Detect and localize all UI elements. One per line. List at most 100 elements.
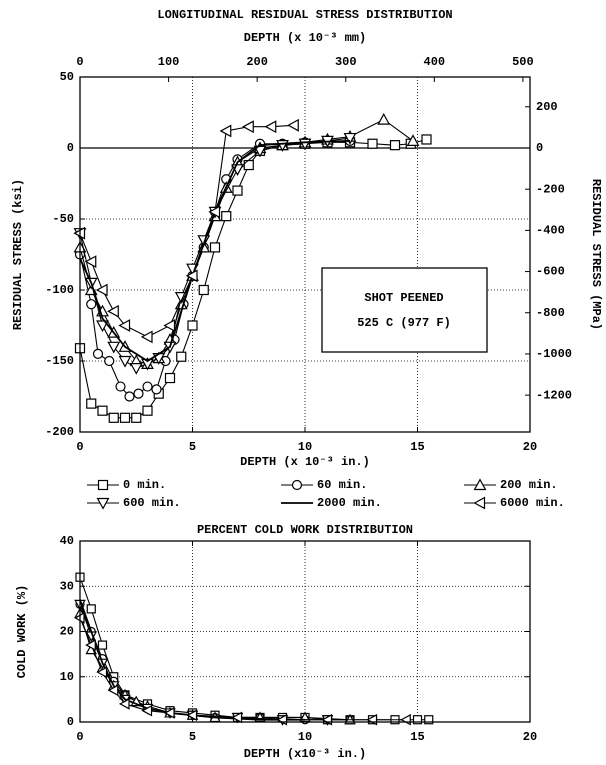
marker-square [421, 134, 432, 145]
series-line [79, 140, 351, 363]
y2-tick-label: -1200 [536, 388, 572, 402]
marker-square [86, 604, 96, 614]
marker-triangle-down [129, 363, 143, 375]
marker-triangle-left [264, 120, 277, 134]
marker-square [221, 211, 232, 222]
marker-triangle-left [208, 205, 221, 219]
x-tick-label: 0 [76, 440, 83, 454]
marker-triangle-down [96, 320, 109, 333]
marker-triangle-left [231, 711, 243, 724]
marker-square [97, 479, 109, 491]
plot-frame [79, 76, 531, 433]
marker-square [209, 242, 221, 253]
plot-frame [79, 540, 531, 723]
marker-triangle-left [107, 304, 119, 318]
legend-label: 200 min. [500, 478, 558, 492]
y-tick-label: 30 [60, 579, 74, 593]
y-axis-label: COLD WORK (%) [15, 585, 29, 679]
x-tick-label: 15 [410, 440, 424, 454]
annotation-box [321, 267, 488, 353]
y2-tick-label: 200 [536, 100, 558, 114]
annotation: 525 C (977 F) [357, 316, 451, 330]
marker-circle [104, 355, 115, 367]
x2-axis-label: DEPTH (x 10⁻³ mm) [244, 31, 366, 45]
y2-tick-label: -600 [536, 265, 565, 279]
legend-label: 6000 min. [500, 496, 565, 510]
marker-triangle-down [118, 355, 132, 368]
y-tick-label: 10 [60, 670, 74, 684]
marker-triangle-left [140, 330, 153, 344]
marker-square [97, 640, 108, 650]
marker-circle [133, 388, 144, 399]
marker-triangle-left [84, 255, 97, 269]
x2-tick-label: 200 [246, 55, 268, 69]
marker-circle [142, 381, 153, 392]
marker-circle [151, 384, 162, 395]
series-line [79, 604, 350, 721]
annotation: SHOT PEENED [364, 291, 443, 305]
marker-triangle-up [406, 134, 420, 146]
marker-triangle-left [242, 120, 254, 134]
marker-square [86, 398, 97, 409]
marker-triangle-left [185, 269, 198, 283]
y-tick-label: 20 [60, 625, 74, 639]
y2-tick-label: -400 [536, 224, 565, 238]
marker-square [187, 320, 198, 331]
marker-triangle-left [400, 713, 411, 726]
marker-square [142, 405, 153, 416]
marker-triangle-left [163, 707, 175, 719]
legend-label: 60 min. [317, 478, 367, 492]
x2-tick-label: 500 [512, 55, 534, 69]
x-tick-label: 5 [189, 730, 196, 744]
marker-triangle-left [219, 124, 232, 138]
x2-tick-label: 100 [158, 55, 180, 69]
marker-square [367, 138, 378, 149]
x-tick-label: 15 [410, 730, 424, 744]
y-tick-label: 50 [60, 70, 74, 84]
x-axis-label: DEPTH (x10⁻³ in.) [244, 747, 366, 761]
y2-tick-label: 0 [536, 141, 543, 155]
x-tick-label: 0 [76, 730, 83, 744]
x-tick-label: 20 [523, 730, 537, 744]
marker-square [424, 715, 434, 725]
marker-triangle-down [96, 497, 110, 510]
legend-label: 2000 min. [317, 496, 382, 510]
y2-tick-label: -200 [536, 182, 565, 196]
marker-square [97, 405, 108, 416]
marker-square [108, 412, 119, 423]
marker-triangle-left [118, 319, 131, 332]
marker-circle [291, 479, 303, 491]
y-tick-label: -100 [45, 283, 74, 297]
legend-label: 600 min. [123, 496, 181, 510]
marker-triangle-down [253, 145, 267, 158]
marker-triangle-left [287, 118, 299, 132]
x2-tick-label: 0 [76, 55, 83, 69]
marker-circle [124, 391, 135, 402]
marker-triangle-left [85, 639, 96, 651]
x2-tick-label: 300 [335, 55, 357, 69]
x-tick-label: 5 [189, 440, 196, 454]
marker-triangle-left [163, 319, 176, 332]
marker-triangle-left [107, 684, 119, 697]
marker-circle [92, 348, 104, 359]
x-axis-label: DEPTH (x 10⁻³ in.) [240, 455, 370, 469]
legend-label: 0 min. [123, 478, 166, 492]
marker-triangle-left [96, 666, 108, 679]
y-axis-label: RESIDUAL STRESS (ksi) [11, 179, 25, 330]
marker-triangle-down [107, 341, 121, 354]
marker-square [198, 284, 209, 296]
marker-triangle-down [343, 132, 357, 145]
y2-axis-label: RESIDUAL STRESS (MPa) [589, 179, 603, 330]
marker-square [243, 159, 254, 171]
marker-triangle-up [377, 112, 391, 125]
y-tick-label: 40 [60, 534, 74, 548]
y2-tick-label: -1000 [536, 347, 572, 361]
series-line [79, 577, 429, 721]
marker-circle [115, 381, 126, 392]
series-line [79, 604, 328, 721]
y2-tick-label: -800 [536, 306, 565, 320]
y-tick-label: -150 [45, 354, 74, 368]
marker-square [131, 412, 142, 423]
x-tick-label: 10 [298, 440, 312, 454]
y-tick-label: -50 [52, 212, 74, 226]
